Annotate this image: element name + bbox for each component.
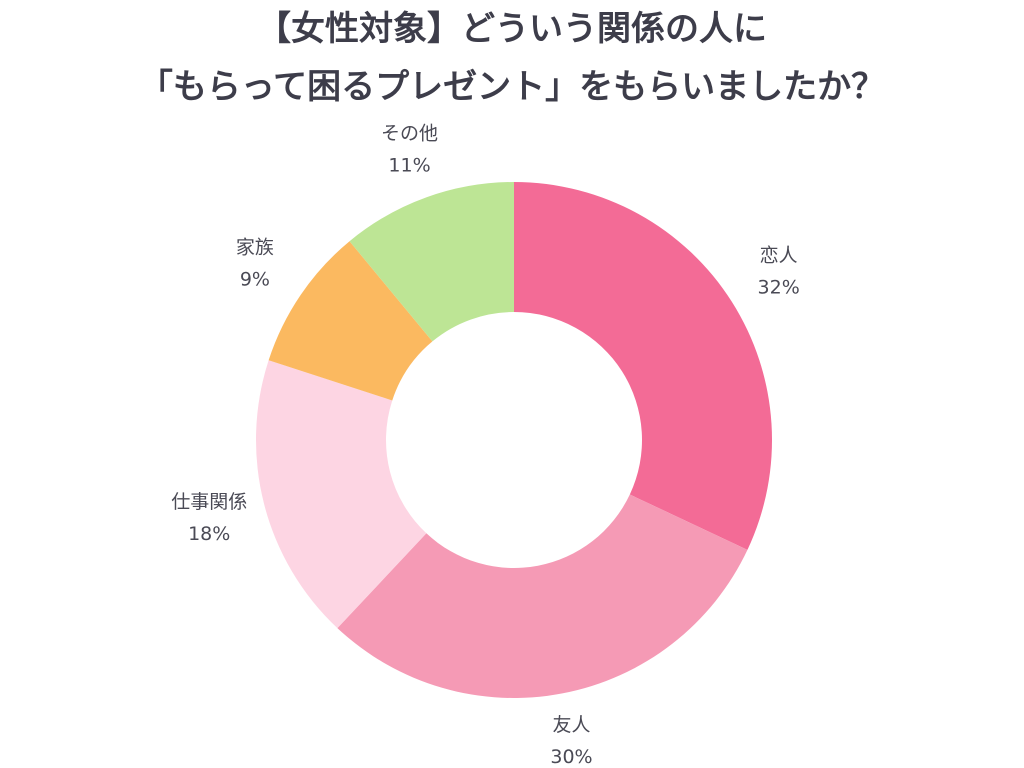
chart-title: 【女性対象】どういう関係の人に <box>257 9 767 49</box>
slice-category-label: 仕事関係 <box>171 491 247 513</box>
donut-slice <box>268 241 433 401</box>
slice-category-label: 家族 <box>236 236 274 258</box>
slice-value-label: 11% <box>388 154 430 176</box>
chart-title: 「もらって困るプレゼント」をもらいましたか？ <box>139 67 885 107</box>
slice-category-label: 恋人 <box>760 245 798 267</box>
donut-slice <box>349 182 514 342</box>
slice-category-label: 友人 <box>552 714 590 736</box>
slice-value-label: 9% <box>240 268 270 290</box>
donut-slice <box>337 494 748 698</box>
slice-value-label: 18% <box>188 523 230 545</box>
slice-value-label: 30% <box>550 746 592 768</box>
slice-category-label: その他 <box>381 122 438 144</box>
donut-slice <box>255 360 427 629</box>
donut-slice <box>514 182 772 550</box>
slice-value-label: 32% <box>758 277 800 299</box>
